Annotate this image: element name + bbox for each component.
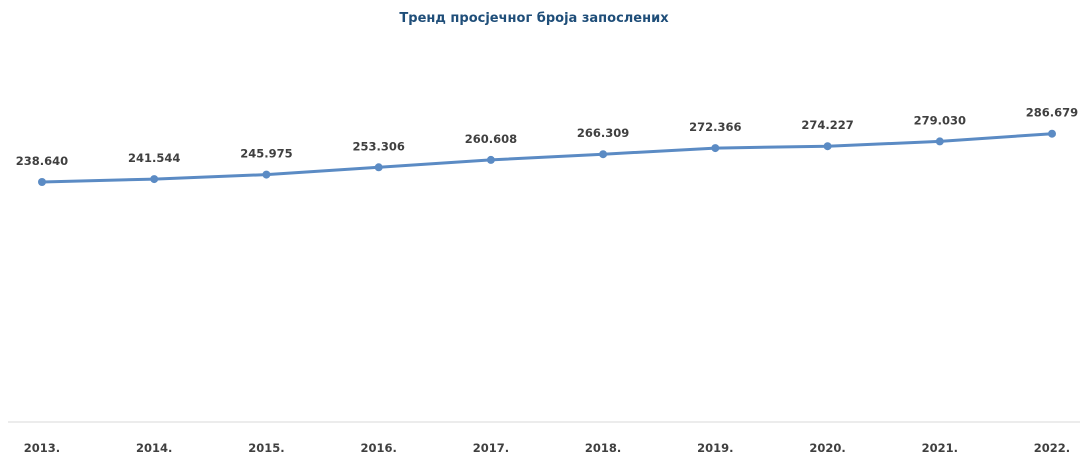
x-tick-label-2017: 2017. — [473, 441, 509, 455]
data-point-2021 — [935, 137, 944, 146]
x-tick-label-2019: 2019. — [697, 441, 733, 455]
data-point-2019 — [711, 144, 720, 153]
x-tick-label-2020: 2020. — [809, 441, 845, 455]
chart-title: Тренд просјечног броја запослених — [399, 11, 669, 26]
data-label-2020: 274.227 — [801, 118, 853, 132]
data-point-2013 — [38, 178, 46, 186]
data-point-2018 — [599, 150, 608, 159]
data-label-2018: 266.309 — [577, 126, 629, 140]
x-tick-labels-group: 2013. 2014. 2015. 2016. 2017. 2018. 2019. 2020.… — [24, 441, 1070, 455]
data-point-2020 — [823, 142, 832, 151]
x-tick-label-2016: 2016. — [361, 441, 397, 455]
series-line — [41, 132, 1053, 184]
data-point-2016 — [374, 163, 383, 172]
x-tick-label-2014: 2014. — [136, 441, 172, 455]
x-tick-label-2022: 2022. — [1034, 441, 1070, 455]
data-label-2022: 286.679 — [1026, 106, 1078, 120]
data-point-2015 — [262, 170, 271, 179]
data-labels-group: 238.640 241.544 245.975 253.306 260.608 266.3… — [16, 106, 1078, 168]
data-label-2013: 238.640 — [16, 154, 68, 168]
data-label-2017: 260.608 — [465, 132, 517, 146]
data-point-2022 — [1048, 129, 1056, 138]
data-label-2021: 279.030 — [914, 113, 966, 127]
data-label-2016: 253.306 — [353, 139, 405, 153]
data-point-2014 — [150, 175, 159, 184]
x-tick-label-2018: 2018. — [585, 441, 621, 455]
data-point-2017 — [486, 155, 495, 164]
x-tick-label-2013: 2013. — [24, 441, 60, 455]
data-label-2019: 272.366 — [689, 120, 741, 134]
x-tick-label-2015: 2015. — [248, 441, 284, 455]
data-label-2014: 241.544 — [128, 151, 180, 165]
series-group — [38, 129, 1056, 186]
x-tick-label-2021: 2021. — [922, 441, 958, 455]
data-label-2015: 245.975 — [240, 147, 292, 161]
